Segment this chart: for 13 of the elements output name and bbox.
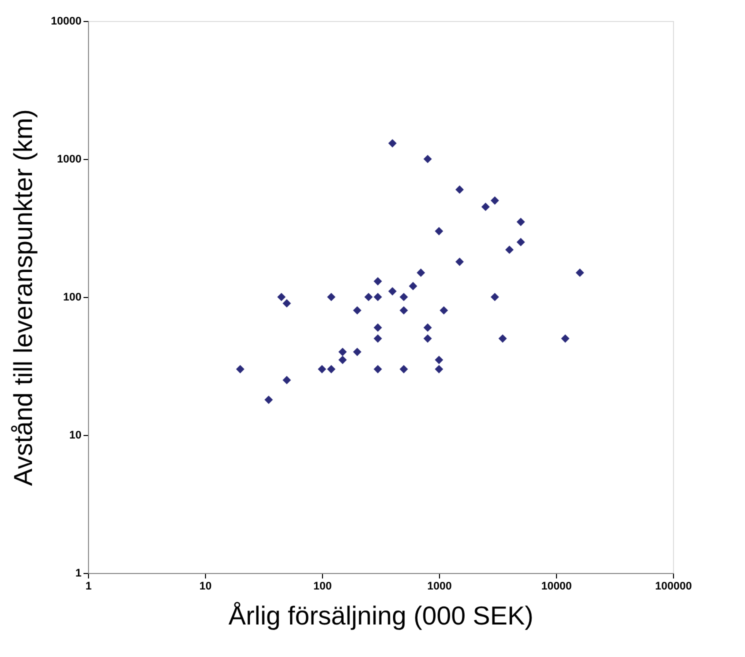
x-tick-label: 100 [313,580,332,592]
y-axis-title: Avstånd till leveranspunkter (km) [8,109,38,486]
x-tick-label: 10 [199,580,212,592]
y-tick-label: 1000 [57,154,82,166]
y-tick-label: 1 [75,568,82,580]
y-tick-label: 100 [63,292,82,304]
y-tick-label: 10000 [50,16,82,28]
x-tick-label: 100000 [655,580,692,592]
x-axis-title: Årlig försäljning (000 SEK) [228,600,534,630]
y-tick-label: 10 [69,430,82,442]
x-tick-label: 1 [85,580,92,592]
x-tick-label: 10000 [541,580,572,592]
x-tick-label: 1000 [427,580,452,592]
